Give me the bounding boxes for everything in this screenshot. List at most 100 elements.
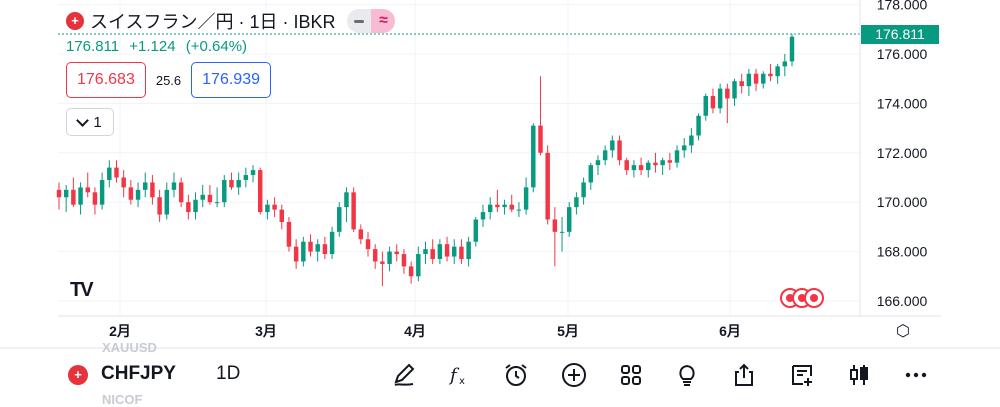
candle-body [480, 212, 486, 220]
candle-body [372, 249, 378, 262]
symbol-button[interactable]: CHFJPY [101, 363, 176, 384]
candle-body [725, 88, 730, 99]
svg-text:x: x [459, 376, 465, 387]
candle-body [739, 81, 744, 87]
candle-body [243, 175, 249, 180]
share-icon[interactable] [728, 360, 760, 390]
candle-body [782, 61, 788, 67]
chart-grid [58, 0, 860, 316]
candle-body [761, 73, 766, 84]
candle-body [171, 182, 177, 190]
event-icon[interactable] [804, 288, 824, 308]
indicator-pills[interactable]: ≈ [347, 9, 396, 33]
time-tick-label: 3月 [255, 323, 277, 339]
price-change-pct: (+0.64%) [185, 38, 248, 55]
price-axis: 178.000 176.000 174.000 172.000 170.000 168.0… [877, 0, 928, 309]
price-tick-label: 170.000 [877, 194, 928, 210]
bid-ask-panel: 176.683 25.6 176.939 [66, 62, 271, 98]
last-price: 176.811 [66, 38, 120, 55]
tradingview-logo: TV [70, 279, 94, 301]
candle-body [293, 246, 299, 262]
candle-body [56, 189, 62, 198]
pencil-icon[interactable] [388, 360, 420, 390]
candle-body [279, 209, 285, 222]
interval-toggle[interactable]: 1 [66, 108, 114, 136]
grid-icon[interactable] [615, 360, 647, 390]
candle-body [423, 249, 428, 255]
bid-price: 176.683 [77, 71, 135, 88]
candle-body [689, 135, 694, 146]
collapse-button[interactable] [347, 9, 372, 33]
buy-button[interactable]: 176.939 [191, 62, 271, 98]
candle-body [193, 199, 198, 213]
candle-body [746, 73, 752, 87]
candles-icon[interactable] [843, 360, 875, 390]
minus-icon [354, 19, 365, 23]
candle-body [581, 182, 586, 198]
candle-body [502, 204, 507, 208]
candle-body [380, 261, 385, 264]
candle-body [516, 209, 522, 211]
candle-body [408, 266, 414, 277]
candle-body [509, 204, 514, 210]
candle-body [466, 241, 471, 260]
more-icon[interactable] [900, 360, 932, 390]
symbol-title[interactable]: スイスフラン／円 · 1日 · IBKR [90, 12, 336, 32]
candle-body [272, 204, 277, 210]
candle-body [329, 231, 335, 255]
price-tick-label: 176.000 [877, 46, 928, 62]
candle-body [732, 81, 737, 99]
candle-body [114, 167, 119, 178]
candle-body [257, 170, 263, 213]
wave-icon[interactable]: ≈ [371, 9, 396, 33]
candle-body [308, 241, 313, 252]
candle-body [286, 221, 292, 247]
candle-body [495, 204, 500, 208]
candle-body [143, 182, 148, 190]
alarm-icon[interactable] [500, 360, 532, 390]
interval-value: 1 [93, 113, 102, 131]
candle-body [624, 160, 629, 171]
bulb-icon[interactable] [671, 360, 703, 390]
timeframe-button[interactable]: 1D [216, 363, 241, 384]
candle-body [552, 219, 558, 232]
candle-body [602, 150, 608, 161]
candle-body [229, 179, 234, 188]
candle-body [789, 36, 795, 62]
candle-body [200, 194, 205, 200]
candle-body [71, 189, 76, 205]
candle-body [387, 251, 392, 264]
add-icon[interactable] [558, 360, 590, 390]
candle-body [358, 229, 364, 240]
events-markers[interactable] [780, 288, 824, 308]
candle-body [401, 254, 407, 267]
candle-body [164, 189, 170, 215]
candle-body [768, 73, 773, 77]
spread-value: 25.6 [155, 72, 182, 88]
candle-body [351, 192, 356, 230]
candle-body [430, 249, 435, 260]
candle-body [452, 246, 457, 257]
candle-body [265, 204, 270, 213]
chf-flag-icon: + [68, 365, 88, 385]
candle-body [222, 179, 227, 203]
candle-body [473, 219, 479, 242]
candle-body [78, 187, 83, 205]
candle-body [753, 73, 759, 84]
notes-icon[interactable] [786, 360, 818, 390]
candle-body [574, 197, 579, 208]
candle-body [135, 189, 141, 200]
sell-button[interactable]: 176.683 [66, 62, 146, 98]
quote-line: 176.811 +1.124 (+0.64%) [66, 38, 253, 55]
candle-body [617, 140, 622, 161]
last-price-tag: 176.811 [861, 25, 939, 44]
settings-icon[interactable]: ⬡ [896, 323, 910, 340]
candle-body [150, 182, 155, 198]
ghost-symbol-bottom: NICOF [102, 392, 143, 407]
candle-body [444, 244, 450, 257]
candle-body [301, 241, 306, 262]
candle-body [99, 179, 105, 205]
candle-body [85, 187, 90, 193]
